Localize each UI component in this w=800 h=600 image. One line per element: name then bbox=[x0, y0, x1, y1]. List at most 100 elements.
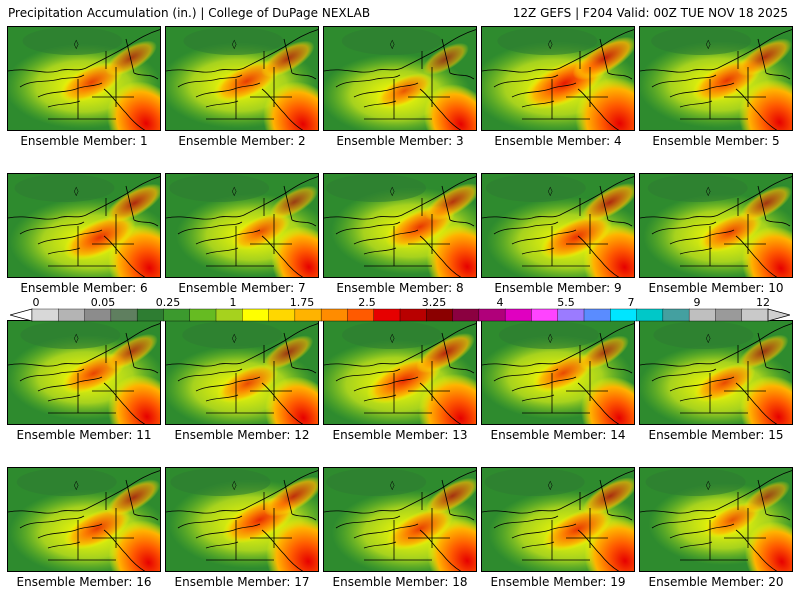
svg-text:◊: ◊ bbox=[232, 39, 237, 50]
svg-text:◊: ◊ bbox=[74, 480, 79, 491]
run-info: 12Z GEFS | F204 Valid: 00Z TUE NOV 18 20… bbox=[512, 6, 788, 20]
colorbar-swatch bbox=[688, 308, 717, 322]
colorbar-swatch bbox=[58, 308, 86, 322]
ensemble-label-20: Ensemble Member: 20 bbox=[648, 575, 784, 589]
colorbar-swatch bbox=[426, 308, 454, 322]
svg-text:◊: ◊ bbox=[706, 186, 711, 197]
ensemble-label-8: Ensemble Member: 8 bbox=[336, 281, 464, 295]
colorbar-swatch bbox=[531, 308, 559, 322]
svg-text:◊: ◊ bbox=[74, 39, 79, 50]
colorbar-high-arrow bbox=[767, 308, 790, 322]
colorbar-swatch bbox=[478, 308, 506, 322]
svg-text:◊: ◊ bbox=[232, 333, 237, 344]
ensemble-label-1: Ensemble Member: 1 bbox=[20, 134, 148, 148]
colorbar-tick-label: 1.75 bbox=[289, 296, 315, 309]
colorbar-swatch bbox=[189, 308, 217, 322]
ensemble-label-15: Ensemble Member: 15 bbox=[648, 428, 784, 442]
ensemble-label-9: Ensemble Member: 9 bbox=[494, 281, 622, 295]
colorbar-tick-label: 5.5 bbox=[557, 296, 575, 309]
svg-text:◊: ◊ bbox=[706, 39, 711, 50]
ensemble-panel-18: ◊ bbox=[323, 467, 477, 572]
ensemble-label-3: Ensemble Member: 3 bbox=[336, 134, 464, 148]
ensemble-label-18: Ensemble Member: 18 bbox=[332, 575, 468, 589]
colorbar-swatch bbox=[610, 308, 638, 322]
colorbar-tick-label: 7 bbox=[627, 296, 635, 309]
colorbar-tick-label: 2.5 bbox=[358, 296, 376, 309]
ensemble-panel-15: ◊ bbox=[639, 320, 793, 425]
ensemble-label-7: Ensemble Member: 7 bbox=[178, 281, 306, 295]
colorbar-tick-label: 0 bbox=[32, 296, 40, 309]
colorbar bbox=[10, 308, 790, 322]
ensemble-panel-13: ◊ bbox=[323, 320, 477, 425]
svg-text:◊: ◊ bbox=[390, 333, 395, 344]
ensemble-panel-11: ◊ bbox=[7, 320, 161, 425]
ensemble-panel-6: ◊ bbox=[7, 173, 161, 278]
ensemble-label-11: Ensemble Member: 11 bbox=[16, 428, 152, 442]
svg-text:◊: ◊ bbox=[706, 333, 711, 344]
ensemble-panel-20: ◊ bbox=[639, 467, 793, 572]
colorbar-tick-label: 0.25 bbox=[155, 296, 181, 309]
colorbar-tick-label: 9 bbox=[693, 296, 701, 309]
svg-text:◊: ◊ bbox=[232, 186, 237, 197]
colorbar-swatch bbox=[583, 308, 611, 322]
colorbar-swatch bbox=[268, 308, 296, 322]
ensemble-panel-1: ◊ bbox=[7, 26, 161, 131]
colorbar-swatch bbox=[215, 308, 243, 322]
colorbar-swatch bbox=[163, 308, 191, 322]
ensemble-label-14: Ensemble Member: 14 bbox=[490, 428, 626, 442]
colorbar-swatch bbox=[399, 308, 427, 322]
colorbar-tick-label: 12 bbox=[756, 296, 770, 309]
svg-text:◊: ◊ bbox=[74, 186, 79, 197]
ensemble-label-10: Ensemble Member: 10 bbox=[648, 281, 784, 295]
colorbar-swatch bbox=[347, 308, 375, 322]
colorbar-swatch bbox=[662, 308, 690, 322]
colorbar-swatch bbox=[242, 308, 270, 322]
ensemble-panel-17: ◊ bbox=[165, 467, 319, 572]
chart-title: Precipitation Accumulation (in.) | Colle… bbox=[8, 6, 371, 20]
colorbar-swatch bbox=[31, 308, 59, 322]
colorbar-swatch bbox=[636, 308, 664, 322]
ensemble-panel-19: ◊ bbox=[481, 467, 635, 572]
colorbar-swatch bbox=[294, 308, 322, 322]
ensemble-label-6: Ensemble Member: 6 bbox=[20, 281, 148, 295]
ensemble-panel-16: ◊ bbox=[7, 467, 161, 572]
colorbar-swatch bbox=[715, 308, 743, 322]
colorbar-swatch bbox=[110, 308, 138, 322]
svg-text:◊: ◊ bbox=[232, 480, 237, 491]
colorbar-swatch bbox=[557, 308, 585, 322]
colorbar-swatch bbox=[504, 308, 533, 322]
ensemble-panel-5: ◊ bbox=[639, 26, 793, 131]
colorbar-tick-label: 0.05 bbox=[90, 296, 116, 309]
ensemble-label-16: Ensemble Member: 16 bbox=[16, 575, 152, 589]
ensemble-panel-8: ◊ bbox=[323, 173, 477, 278]
colorbar-low-arrow bbox=[10, 308, 33, 322]
colorbar-swatch bbox=[84, 308, 112, 322]
ensemble-panel-9: ◊ bbox=[481, 173, 635, 278]
svg-text:◊: ◊ bbox=[390, 186, 395, 197]
ensemble-panel-4: ◊ bbox=[481, 26, 635, 131]
ensemble-label-17: Ensemble Member: 17 bbox=[174, 575, 310, 589]
ensemble-panel-2: ◊ bbox=[165, 26, 319, 131]
svg-text:◊: ◊ bbox=[74, 333, 79, 344]
ensemble-label-12: Ensemble Member: 12 bbox=[174, 428, 310, 442]
svg-text:◊: ◊ bbox=[548, 186, 553, 197]
colorbar-swatch bbox=[741, 308, 769, 322]
colorbar-swatch bbox=[320, 308, 349, 322]
ensemble-panel-10: ◊ bbox=[639, 173, 793, 278]
svg-text:◊: ◊ bbox=[706, 480, 711, 491]
ensemble-panel-12: ◊ bbox=[165, 320, 319, 425]
colorbar-swatch bbox=[452, 308, 480, 322]
ensemble-label-19: Ensemble Member: 19 bbox=[490, 575, 626, 589]
colorbar-swatch bbox=[136, 308, 165, 322]
svg-text:◊: ◊ bbox=[548, 480, 553, 491]
ensemble-panel-7: ◊ bbox=[165, 173, 319, 278]
svg-text:◊: ◊ bbox=[548, 39, 553, 50]
svg-text:◊: ◊ bbox=[548, 333, 553, 344]
ensemble-label-5: Ensemble Member: 5 bbox=[652, 134, 780, 148]
ensemble-label-4: Ensemble Member: 4 bbox=[494, 134, 622, 148]
ensemble-label-13: Ensemble Member: 13 bbox=[332, 428, 468, 442]
ensemble-panel-3: ◊ bbox=[323, 26, 477, 131]
colorbar-tick-label: 4 bbox=[496, 296, 504, 309]
ensemble-label-2: Ensemble Member: 2 bbox=[178, 134, 306, 148]
colorbar-tick-label: 1 bbox=[229, 296, 237, 309]
